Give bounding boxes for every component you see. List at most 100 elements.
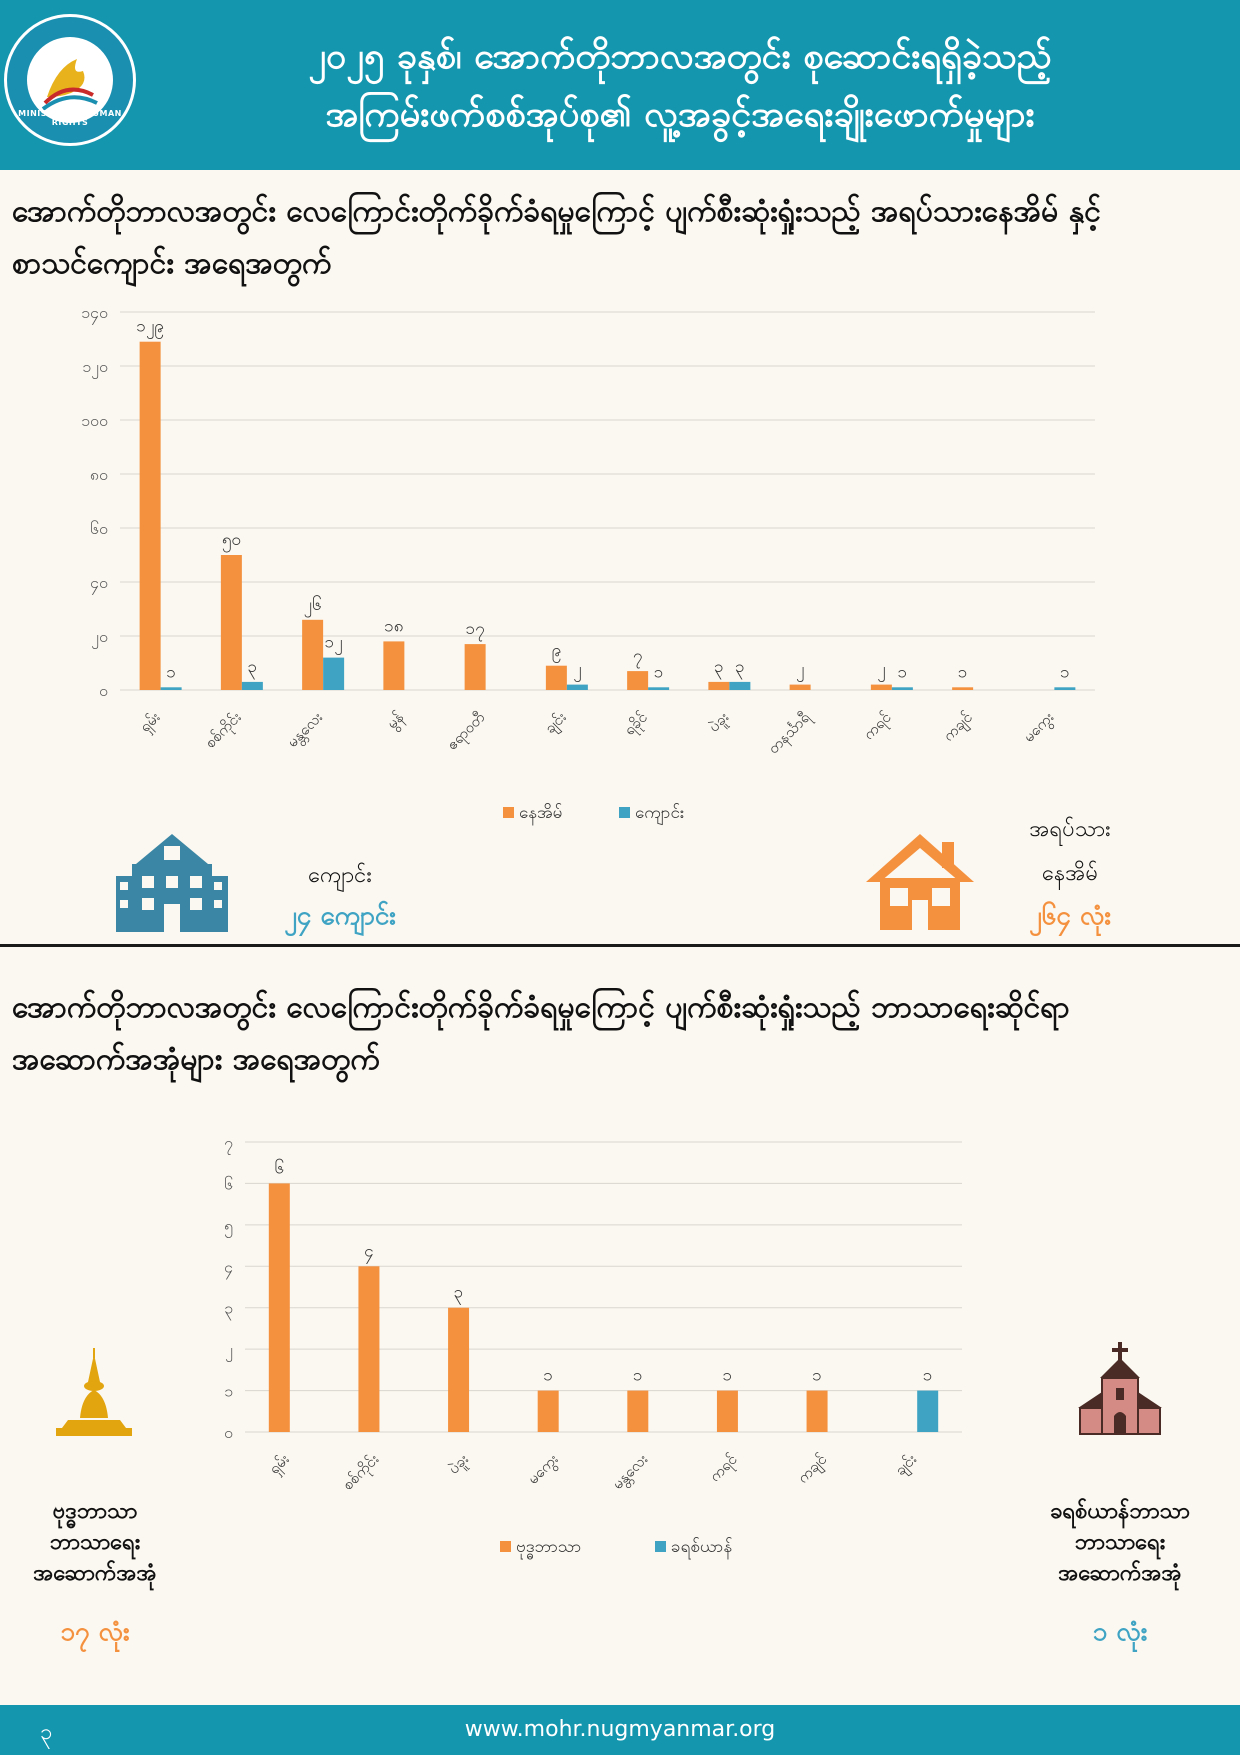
page-title-line1: ၂၀၂၅ ခုနှစ်၊ အောက်တိုဘာလအတွင်း စုဆောင်းရ… bbox=[308, 36, 1052, 77]
logo-text: MINISTRY OF HUMAN RIGHTS bbox=[18, 109, 122, 127]
section2-title-line1: အောက်တိုဘာလအတွင်း လေကြောင်းတိုက်ခိုက်ခံရ… bbox=[12, 990, 1070, 1025]
bar-series1 bbox=[302, 619, 324, 690]
data-label: ၁ bbox=[654, 662, 664, 682]
data-label: ၁ bbox=[812, 1366, 822, 1386]
bar-series1 bbox=[448, 1307, 470, 1432]
house-count: ၂၆၄ လုံး bbox=[1028, 901, 1112, 931]
legend-swatch bbox=[619, 807, 630, 818]
ministry-logo: MINISTRY OF HUMAN RIGHTS bbox=[4, 14, 136, 146]
y-tick-label: ၅ bbox=[224, 1216, 233, 1238]
data-label: ၂၆ bbox=[304, 594, 322, 618]
x-category-label: ချင်း bbox=[891, 1450, 922, 1481]
x-category-label: တနင်္သာရီ bbox=[764, 707, 816, 759]
x-category-label: ကရင် bbox=[860, 708, 897, 745]
christian-label-line2: ဘာသာရေး bbox=[1074, 1530, 1166, 1555]
bar-series1 bbox=[789, 684, 811, 690]
bar-series1 bbox=[464, 644, 486, 690]
data-label: ၃ bbox=[714, 657, 724, 680]
buddhist-label-line2: ဘာသာရေး bbox=[49, 1530, 141, 1555]
data-label: ၂ bbox=[877, 660, 885, 683]
bar-series1 bbox=[716, 1390, 738, 1432]
data-label: ၁၇ bbox=[466, 619, 485, 642]
x-category-label: ဧရာဝတီ bbox=[443, 708, 491, 756]
bar-series2 bbox=[566, 684, 588, 690]
bar-series1 bbox=[383, 641, 405, 690]
x-category-label: မန္တလေး bbox=[283, 708, 328, 753]
page-header: MINISTRY OF HUMAN RIGHTS ၂၀၂၅ ခုနှစ်၊ အေ… bbox=[0, 0, 1240, 170]
legend-label: ကျောင်း bbox=[635, 803, 684, 826]
legend-label: ဗုဒ္ဓဘာသာ bbox=[516, 1537, 581, 1560]
data-label: ၃ bbox=[454, 1283, 464, 1306]
data-label: ၄ bbox=[364, 1241, 374, 1264]
page-number: ၃ bbox=[40, 1720, 53, 1745]
house-icon bbox=[862, 830, 978, 936]
data-label: ၁ bbox=[633, 1366, 643, 1386]
bar-series1 bbox=[627, 1390, 649, 1432]
buddhist-count: ၁၇ လုံး bbox=[60, 1617, 130, 1647]
buddhist-label-line1: ဗုဒ္ဓဘာသာ bbox=[52, 1499, 138, 1524]
data-label: ၆ bbox=[275, 1157, 285, 1178]
bar-series1 bbox=[268, 1183, 290, 1432]
section-divider bbox=[0, 944, 1240, 947]
x-category-label: စစ်ကိုင်း bbox=[201, 708, 247, 754]
data-label: ၃ bbox=[248, 657, 258, 680]
data-label: ၇ bbox=[633, 646, 643, 669]
y-tick-label: ၁၄၀ bbox=[81, 303, 108, 325]
x-category-label: မကွေး bbox=[1020, 708, 1060, 748]
house-label-line1: အရပ်သား bbox=[1029, 817, 1111, 842]
data-label: ၁ bbox=[723, 1366, 733, 1386]
section1-title: အောက်တိုဘာလအတွင်း လေကြောင်းတိုက်ခိုက်ခံရ… bbox=[12, 186, 1212, 290]
y-tick-label: ၆၀ bbox=[90, 519, 108, 538]
y-tick-label: ၂၀ bbox=[91, 627, 108, 649]
page-footer: ၃ www.mohr.nugmyanmar.org bbox=[0, 1705, 1240, 1755]
legend-label: ခရစ်ယာန် bbox=[671, 1537, 732, 1560]
x-category-label: ကရင် bbox=[706, 1450, 743, 1487]
data-label: ၁၂ bbox=[325, 633, 343, 656]
bar-series2 bbox=[1054, 687, 1076, 690]
y-tick-label: ၁၀၀ bbox=[81, 411, 108, 430]
data-label: ၁၈ bbox=[384, 616, 403, 636]
y-tick-label: ၄ bbox=[224, 1257, 233, 1279]
y-tick-label: ၀ bbox=[99, 681, 108, 700]
x-category-label: ချင်း bbox=[541, 708, 572, 739]
school-label: ကျောင်း bbox=[308, 863, 372, 888]
bar-series2 bbox=[323, 657, 345, 690]
data-label: ၁ bbox=[1060, 662, 1070, 682]
website-url[interactable]: www.mohr.nugmyanmar.org bbox=[464, 1717, 776, 1742]
y-tick-label: ၃ bbox=[224, 1299, 233, 1321]
x-category-label: ရှမ်း bbox=[136, 708, 166, 738]
legend-label: နေအိမ် bbox=[519, 803, 562, 826]
data-label: ၅၀ bbox=[222, 530, 241, 553]
school-building-icon bbox=[112, 832, 232, 938]
bar-series2 bbox=[891, 687, 913, 690]
dove-icon bbox=[27, 37, 113, 123]
x-category-label: ပဲခူး bbox=[444, 1450, 474, 1480]
school-count: ၂၄ ကျောင်း bbox=[284, 901, 396, 931]
christian-label-line1: ခရစ်ယာန်ဘာသာ bbox=[1050, 1499, 1190, 1524]
x-category-label: မန္တလေး bbox=[608, 1450, 653, 1495]
data-label: ၂ bbox=[796, 660, 804, 683]
x-category-label: ရခိုင် bbox=[620, 708, 653, 741]
bar-series2 bbox=[241, 681, 263, 690]
religious-buildings-chart: ၀၁၂၃၄၅၆၇၆၄၃၁၁၁၁၁ရှမ်း စစ်ကိုင်း ပဲခူး မကွေး… bbox=[224, 1133, 962, 1560]
y-tick-label: ၁၂၀ bbox=[82, 357, 108, 379]
christian-label-line3: အဆောက်အအုံ bbox=[1058, 1561, 1182, 1586]
x-category-label: ပဲခူး bbox=[705, 708, 735, 738]
bar-series1 bbox=[708, 681, 730, 690]
section1-title-line1: အောက်တိုဘာလအတွင်း လေကြောင်းတိုက်ခိုက်ခံရ… bbox=[12, 194, 1101, 229]
bar-series1 bbox=[870, 684, 892, 690]
bar-series1 bbox=[537, 1390, 559, 1432]
bar-series1 bbox=[220, 555, 242, 690]
data-label: ၁၂၉ bbox=[136, 317, 163, 340]
x-category-label: ကချင် bbox=[939, 708, 978, 747]
data-label: ၁ bbox=[923, 1366, 933, 1386]
data-label: ၉ bbox=[552, 641, 562, 664]
x-category-label: စစ်ကိုင်း bbox=[339, 1450, 385, 1496]
page-title-line2: အကြမ်းဖက်စစ်အုပ်စု၏ လူ့အခွင့်အရေးချိုးဖေ… bbox=[325, 94, 1035, 135]
y-tick-label: ၀ bbox=[224, 1423, 233, 1442]
bar-series1 bbox=[358, 1266, 380, 1432]
christian-count: ၁ လုံး bbox=[1092, 1617, 1148, 1647]
x-category-label: ကချင် bbox=[794, 1450, 833, 1489]
x-category-label: မွန် bbox=[383, 708, 409, 734]
bar-series2 bbox=[729, 681, 751, 690]
